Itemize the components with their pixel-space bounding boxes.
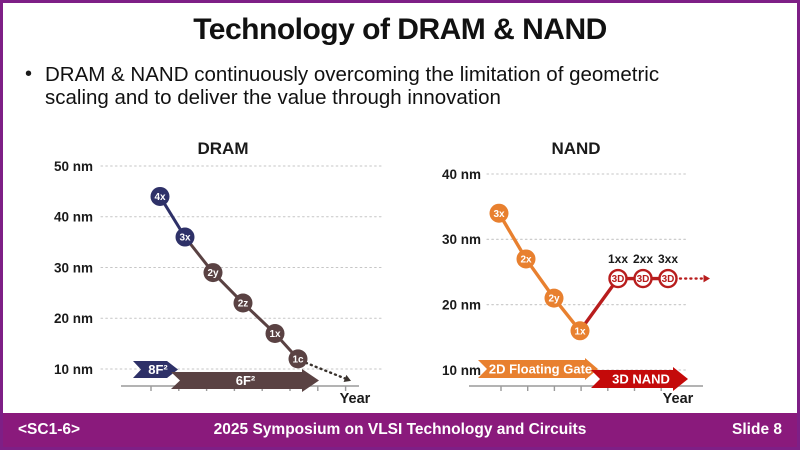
footer-slide-number: Slide 8 — [732, 421, 782, 438]
bullet-item: • DRAM & NAND continuously overcoming th… — [25, 63, 770, 109]
footer-conference-name: 2025 Symposium on VLSI Technology and Ci… — [213, 421, 587, 438]
bullet-marker: • — [25, 63, 33, 85]
slide-title: Technology of DRAM & NAND — [193, 13, 607, 46]
data-point-label: 1c — [292, 354, 304, 365]
chart-title: NAND — [551, 139, 600, 158]
data-point-3D — [633, 268, 653, 289]
y-axis-tick-label: 30 nm — [54, 260, 93, 275]
data-point-4x — [150, 186, 170, 206]
y-axis-tick-label: 20 nm — [442, 297, 481, 312]
data-point-label: 3x — [493, 209, 505, 220]
future-trend-arrowhead — [343, 374, 351, 382]
data-point-2y — [203, 263, 223, 283]
y-axis-tick-label: 50 nm — [54, 159, 93, 174]
x-axis-label: Year — [340, 391, 371, 407]
data-point-label: 3D — [612, 274, 625, 285]
era-arrow-label: 8F² — [148, 362, 168, 377]
future-trend-arrowhead — [703, 274, 710, 283]
data-point-label: 2z — [238, 299, 249, 310]
data-point-1c — [288, 349, 308, 369]
footer-session-code: <SC1-6> — [18, 421, 81, 438]
era-arrow-label: 2D Floating Gate — [489, 362, 592, 377]
y-axis-tick-label: 10 nm — [442, 363, 481, 378]
data-point-3D — [658, 268, 678, 289]
data-point-2y — [544, 288, 564, 308]
data-point-label: 4x — [154, 192, 166, 203]
era-arrow — [133, 361, 178, 378]
era-arrow-label: 6F² — [236, 373, 256, 388]
era-arrow — [478, 358, 598, 380]
data-point-label: 3D — [662, 274, 675, 285]
data-point-1x — [265, 323, 285, 343]
y-axis-tick-label: 20 nm — [54, 311, 93, 326]
data-point-label: 3x — [179, 233, 191, 244]
era-arrow — [171, 369, 319, 392]
generation-label: 3xx — [658, 252, 678, 266]
generation-label: 1xx — [608, 252, 628, 266]
y-axis-tick-label: 40 nm — [54, 210, 93, 225]
chart-title: DRAM — [198, 139, 249, 158]
data-point-label: 1x — [269, 329, 281, 340]
y-axis-tick-label: 30 nm — [442, 232, 481, 247]
future-trend-dotted-line — [304, 361, 347, 380]
data-point-label: 2y — [207, 268, 219, 279]
data-point-3x — [175, 227, 195, 247]
era-arrow — [591, 367, 688, 391]
era-arrow-label: 3D NAND — [612, 372, 670, 387]
generation-label: 2xx — [633, 252, 653, 266]
data-point-3D — [608, 268, 628, 289]
data-point-2x — [516, 249, 536, 269]
x-axis-label: Year — [663, 391, 694, 407]
data-point-label: 1x — [574, 326, 586, 337]
data-point-label: 2x — [520, 255, 532, 266]
trend-line-segment — [578, 277, 620, 332]
footer-bar: <SC1-6> 2025 Symposium on VLSI Technolog… — [3, 413, 797, 447]
y-axis-tick-label: 40 nm — [442, 167, 481, 182]
nand-chart: 10 nm 20 nm 30 nm 40 nm Year NAND 2D Floating … — [442, 139, 710, 407]
data-point-label: 3D — [637, 274, 650, 285]
dram-chart: 10 nm 20 nm 30 nm 40 nm 50 nm Year DRAM 8F² 6F² 4… — [54, 139, 384, 407]
y-axis-tick-label: 10 nm — [54, 362, 93, 377]
data-point-2z — [233, 293, 253, 313]
data-point-label: 2y — [548, 294, 560, 305]
data-point-3x — [489, 203, 509, 223]
data-point-1x — [570, 321, 590, 341]
bullet-text: DRAM & NAND continuously overcoming the … — [45, 63, 660, 109]
